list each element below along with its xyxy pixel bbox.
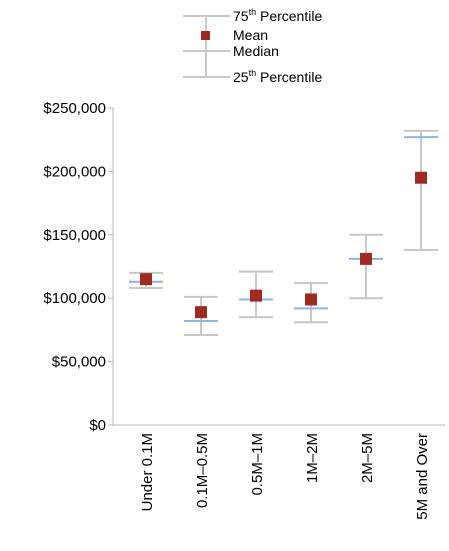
x-tick-label: 1M–2M <box>304 433 321 483</box>
mean-marker <box>140 273 152 286</box>
x-tick-label: 0.5M–1M <box>249 433 266 496</box>
mean-marker <box>250 289 262 302</box>
box-1 <box>129 271 163 290</box>
mean-marker <box>360 252 372 265</box>
y-tick-label: $50,000 <box>52 354 106 371</box>
y-tick-label: $0 <box>89 417 106 434</box>
mean-marker <box>305 293 317 306</box>
x-tick-label: Under 0.1M <box>139 433 156 511</box>
legend: 75th Percentile Mean Median 25th Percent… <box>183 7 322 85</box>
legend-p75-suffix: th <box>249 7 257 17</box>
x-tick-label: 5M and Over <box>414 433 431 520</box>
legend-label-p25: 25th Percentile <box>233 68 322 85</box>
y-tick-label: $100,000 <box>43 290 106 307</box>
legend-label-mean: Mean <box>233 27 268 43</box>
y-tick-label: $150,000 <box>43 227 106 244</box>
legend-p25-number: 25 <box>233 69 249 85</box>
box-3 <box>239 270 273 319</box>
box-6 <box>404 129 438 252</box>
box-4 <box>294 281 328 324</box>
legend-p75-text: Percentile <box>256 8 322 24</box>
legend-label-p75: 75th Percentile <box>233 7 322 24</box>
box-5 <box>349 233 383 300</box>
legend-label-median: Median <box>233 43 279 59</box>
x-axis: Under 0.1M 0.1M–0.5M 0.5M–1M 1M–2M 2M–5M 5M a… <box>113 424 445 520</box>
legend-p25-text: Percentile <box>256 69 322 85</box>
x-tick-label: 2M–5M <box>359 433 376 483</box>
y-tick-label: $200,000 <box>43 163 106 180</box>
y-tick-label: $250,000 <box>43 100 106 117</box>
plot-area <box>129 129 438 336</box>
legend-mean-marker <box>201 31 210 40</box>
legend-p75-number: 75 <box>233 8 249 24</box>
box-2 <box>184 295 218 336</box>
y-axis: $0 $50,000 $100,000 $150,000 $200,000 $250,00… <box>43 100 114 434</box>
legend-p25-suffix: th <box>249 68 257 78</box>
mean-marker <box>195 306 207 319</box>
x-tick-label: 0.1M–0.5M <box>194 433 211 508</box>
mean-marker <box>415 171 427 184</box>
